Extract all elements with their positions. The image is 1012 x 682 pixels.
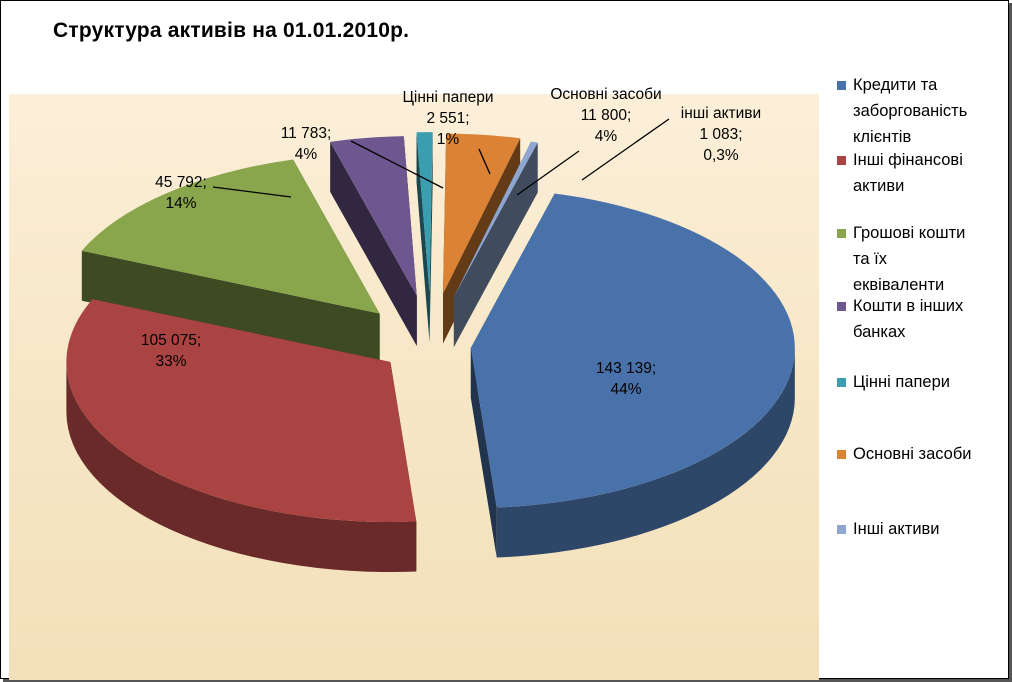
- legend-item-fixed-assets: Основні засоби: [837, 441, 1007, 467]
- pie-slice: [66, 299, 417, 523]
- legend-swatch: [837, 302, 846, 311]
- legend-swatch: [837, 156, 846, 165]
- data-label-line: 143 139;: [596, 360, 656, 377]
- slice-radial-face: [330, 141, 417, 347]
- pie-slice: [453, 141, 538, 297]
- data-label-line: 14%: [165, 195, 196, 212]
- slice-outer-wall: [496, 347, 795, 558]
- legend-item-cash: Грошові кошти та їх еквіваленти: [837, 220, 1007, 298]
- pie-slice: [81, 159, 380, 314]
- slice-radial-face: [429, 132, 433, 343]
- legend-item-other-banks: Кошти в інших банках: [837, 293, 1007, 345]
- leader-line: [212, 186, 292, 198]
- data-label-line: інші активи: [681, 105, 761, 122]
- leader-line: [581, 118, 670, 181]
- data-label: 105 075; 33%: [141, 332, 201, 370]
- pie-slice: [330, 136, 417, 297]
- data-label: 45 792; 14%: [155, 174, 207, 212]
- data-label-line: 33%: [155, 353, 186, 370]
- data-label: 11 783; 4%: [281, 125, 332, 163]
- legend-swatch: [837, 81, 846, 90]
- data-label-line: 105 075;: [141, 332, 201, 349]
- slice-radial-face: [470, 347, 497, 558]
- legend-label: Кредити та заборгованість клієнтів: [853, 76, 968, 146]
- legend-label: Кошти в інших банках: [853, 297, 964, 341]
- leader-lines: [212, 118, 670, 198]
- legend-label: Грошові кошти та їх еквіваленти: [853, 224, 966, 294]
- legend-label: Цінні папери: [853, 373, 950, 391]
- legend-item-securities: Цінні папери: [837, 369, 1007, 395]
- legend-swatch: [837, 450, 846, 459]
- data-label-line: Основні засоби: [550, 86, 661, 103]
- leader-line: [350, 140, 444, 189]
- slice-outer-wall: [66, 362, 417, 573]
- leader-line: [478, 148, 491, 175]
- legend-label: Основні засоби: [853, 445, 972, 463]
- data-label-line: Цінні папери: [402, 89, 493, 106]
- pie-tops: [66, 132, 795, 523]
- data-label-line: 1%: [437, 131, 460, 148]
- chart-title: Структура активів на 01.01.2010р.: [53, 19, 410, 42]
- pie-slice: [470, 193, 795, 508]
- legend-label: Інші фінансові активи: [853, 151, 963, 195]
- data-label: інші активи 1 083; 0,3%: [681, 105, 761, 164]
- data-label-line: 4%: [595, 128, 618, 145]
- data-label-line: 2 551;: [426, 110, 469, 127]
- data-label: Основні засоби 11 800; 4%: [550, 86, 661, 145]
- legend-swatch: [837, 229, 846, 238]
- data-label-line: 11 783;: [281, 125, 332, 142]
- legend-label: Інші активи: [853, 520, 940, 538]
- legend-item-loans: Кредити та заборгованість клієнтів: [837, 72, 1007, 150]
- data-labels: 143 139; 44% 105 075; 33% 45 792; 14% 11 783; 4…: [141, 86, 761, 398]
- data-label-line: 45 792;: [155, 174, 207, 191]
- data-label-line: 11 800;: [581, 107, 632, 124]
- leader-line: [516, 150, 580, 196]
- legend-swatch: [837, 378, 846, 387]
- legend-item-other-assets: Інші активи: [837, 516, 1007, 542]
- data-label-line: 4%: [295, 146, 318, 163]
- data-label-line: 44%: [610, 381, 641, 398]
- data-label-line: 1 083;: [699, 126, 742, 143]
- slice-radial-face: [81, 250, 380, 364]
- legend-swatch: [837, 525, 846, 534]
- pie-slice: [442, 133, 521, 294]
- pie-slice: [416, 132, 433, 293]
- legend-item-other-financial: Інші фінансові активи: [837, 147, 1007, 199]
- data-label-line: 0,3%: [703, 147, 739, 164]
- slice-radial-face: [416, 132, 430, 343]
- data-label: 143 139; 44%: [596, 360, 656, 398]
- data-label: Цінні папери 2 551; 1%: [402, 89, 493, 148]
- slice-radial-face: [453, 142, 538, 347]
